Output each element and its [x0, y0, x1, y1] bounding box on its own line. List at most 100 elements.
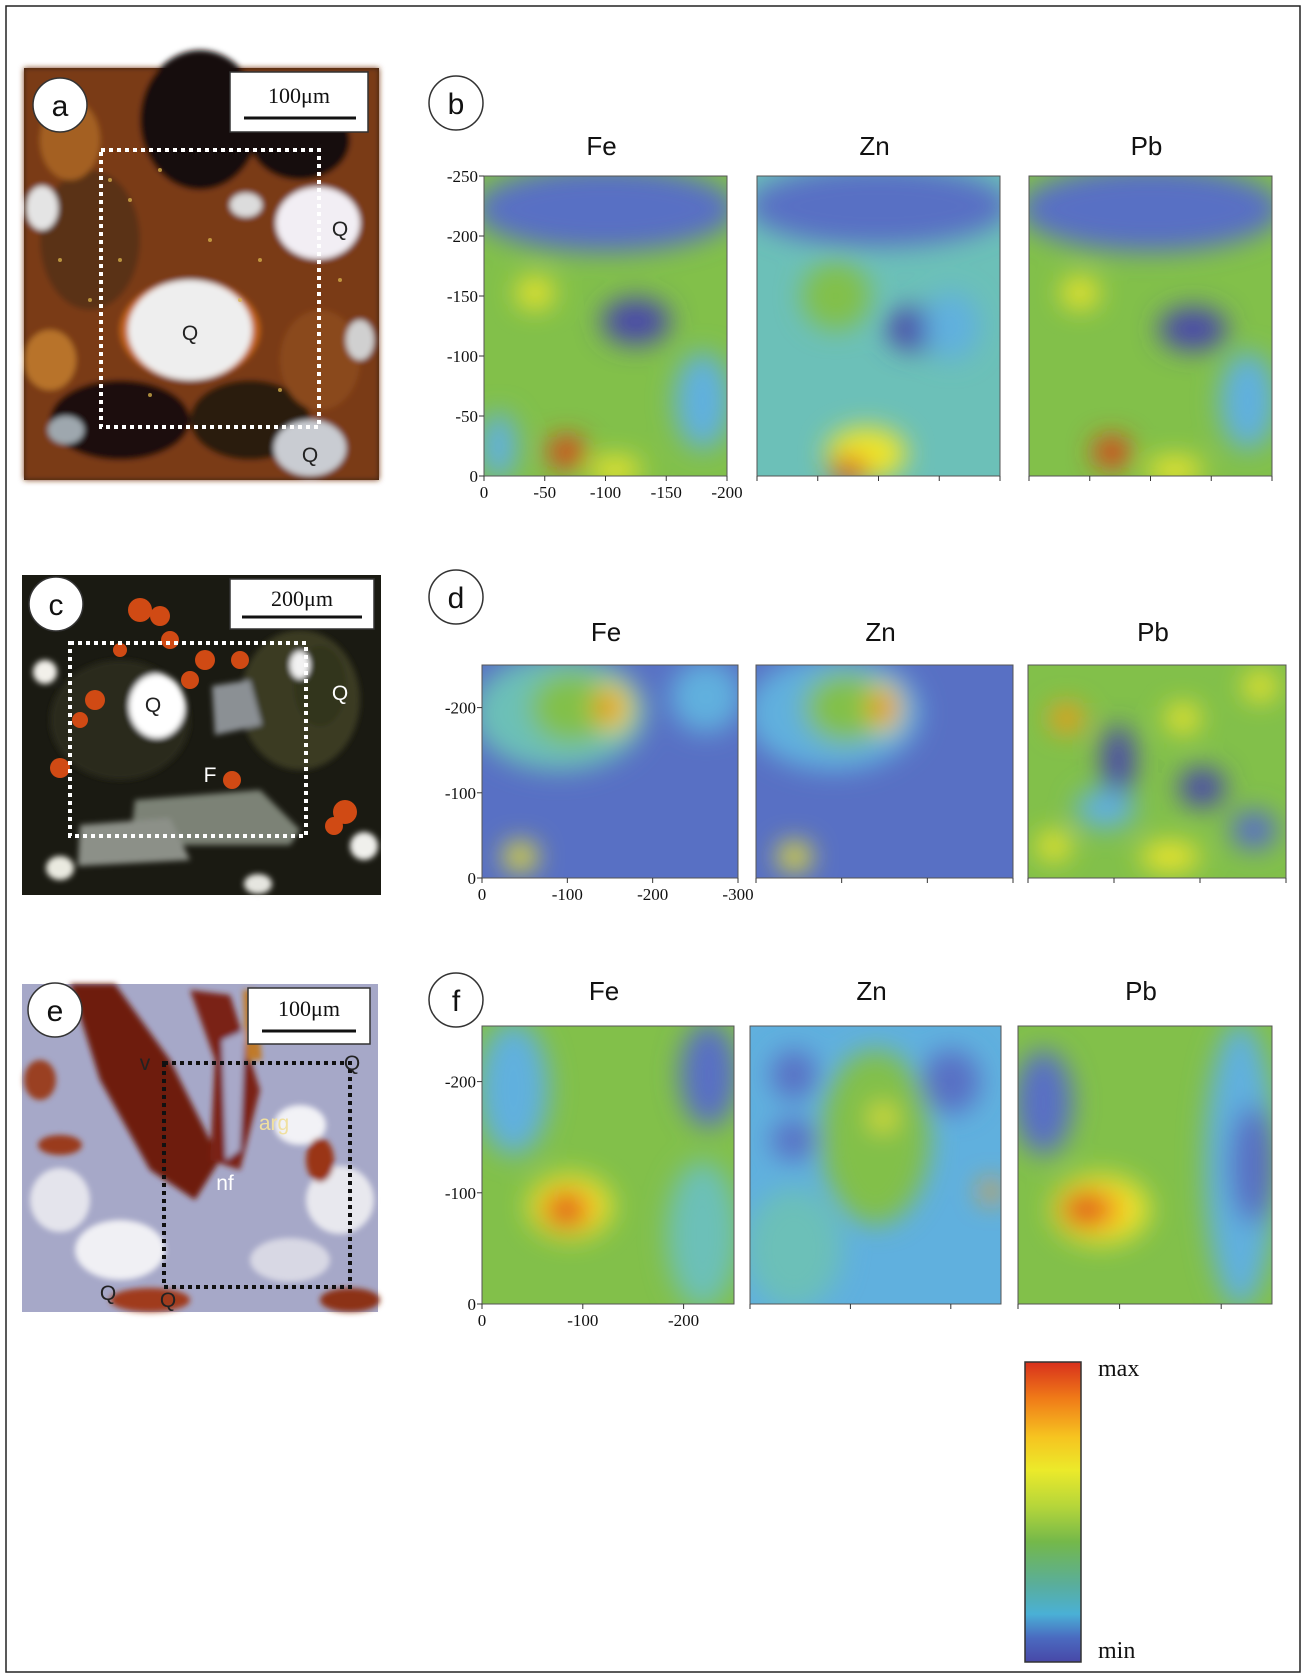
heatmap-blob	[1230, 810, 1278, 851]
heatmap-blob	[667, 1161, 734, 1304]
element-title-Pb: Pb	[1125, 976, 1157, 1006]
heatmap-d-Fe	[482, 665, 738, 878]
heatmap-blob	[1219, 352, 1272, 450]
scale-bar-box-a	[229, 71, 369, 133]
heatmap-f-Zn	[750, 1026, 1001, 1304]
heatmap-blob	[589, 457, 642, 476]
heatmap-blob	[1093, 436, 1131, 468]
heatmap-blob	[771, 1049, 817, 1100]
x-tick-label: -200	[711, 483, 742, 502]
heatmap-blob	[598, 692, 620, 723]
micrograph-e: 100μm e v Q arg nf Q Q	[22, 982, 380, 1312]
heatmap-blob	[821, 1049, 930, 1225]
x-tick-label: -200	[637, 885, 668, 904]
colorbar-max-label: max	[1098, 1356, 1139, 1382]
x-tick-label: -200	[668, 1311, 699, 1330]
scale-bar-label-e: 100μm	[278, 996, 340, 1021]
heatmap-blob	[923, 292, 980, 360]
x-tick-label: 0	[478, 885, 487, 904]
element-title-Pb: Pb	[1137, 617, 1169, 647]
heatmap-blob	[1140, 842, 1200, 872]
scale-bar-box-c	[229, 578, 375, 630]
heatmap-blob	[670, 665, 738, 733]
heatmap-blob	[1029, 176, 1272, 252]
heatmap-blob	[1101, 724, 1136, 797]
mineral-label: F	[204, 764, 217, 787]
micrograph-a: 100μm a Q Q Q	[24, 50, 379, 480]
colorbar: max min	[1024, 1356, 1139, 1664]
y-tick-label: 0	[468, 1295, 477, 1314]
y-tick-label: -100	[445, 784, 476, 803]
y-tick-label: -100	[447, 347, 478, 366]
mineral-label: Q	[332, 218, 348, 241]
panel-badge-c	[28, 576, 84, 632]
heatmap-blob	[1036, 831, 1071, 861]
y-tick-label: -150	[447, 287, 478, 306]
heatmap-blob	[801, 262, 871, 330]
heatmap-panel-b: b Fe 0 -50 -100 -150 -200 0 -50 -100 -150 -200 -250 Z…	[428, 75, 1273, 502]
panel-badge-a	[32, 77, 88, 133]
x-tick-label: -300	[722, 885, 753, 904]
heatmap-frame	[1017, 1025, 1273, 1305]
heatmap-blob	[979, 1180, 1001, 1203]
heatmap-blob	[1018, 1049, 1073, 1156]
heatmap-blob	[872, 692, 894, 723]
x-tick-label: -100	[590, 483, 621, 502]
x-tick-label: -100	[567, 1311, 598, 1330]
panel-letter-d: d	[448, 582, 465, 615]
y-tick-label: 0	[468, 869, 477, 888]
micrograph-c: 200μm c Q Q F	[22, 575, 381, 895]
mineral-label: Q	[145, 694, 161, 717]
heatmap-blob	[757, 176, 1000, 246]
heatmap-blob	[679, 1026, 734, 1128]
y-tick-label: -50	[455, 407, 478, 426]
x-tick-label: -50	[533, 483, 556, 502]
heatmap-b-Fe	[484, 176, 727, 476]
heatmap-f-Fe	[482, 1026, 734, 1304]
heatmap-blob	[830, 457, 868, 476]
heatmap-blob	[1243, 671, 1278, 701]
heatmap-b-Zn	[757, 176, 1000, 476]
panel-badge-f	[428, 972, 484, 1028]
y-tick-label: -200	[447, 227, 478, 246]
mineral-label: Q	[302, 444, 318, 467]
heatmap-f-Pb	[1018, 1026, 1272, 1304]
mineral-label: nf	[216, 1172, 234, 1195]
y-tick-label: -250	[447, 167, 478, 186]
heatmap-blob	[482, 1026, 549, 1156]
element-title-Zn: Zn	[865, 617, 895, 647]
heatmap-blob	[1165, 703, 1200, 733]
heatmap-blob	[548, 1194, 582, 1225]
heatmap-frame	[755, 664, 1014, 879]
panel-letter-f: f	[452, 985, 461, 1018]
heatmap-blob	[601, 298, 671, 345]
heatmap-blob	[1229, 1105, 1272, 1225]
element-title-Fe: Fe	[591, 617, 621, 647]
mineral-label: Q	[100, 1282, 116, 1305]
scale-bar-box-e	[247, 987, 371, 1045]
colorbar-min-label: min	[1098, 1638, 1135, 1664]
y-tick-label: -100	[445, 1184, 476, 1203]
heatmap-blob	[803, 671, 889, 744]
heatmap-blob	[1158, 307, 1228, 351]
panel-badge-b	[428, 75, 484, 131]
heatmap-blob	[1049, 703, 1084, 733]
heatmap-panel-f: f Fe 0 -100 -200 0 -100 -200 Zn Pb	[428, 972, 1273, 1330]
heatmap-frame	[481, 1025, 735, 1305]
y-tick-label: -200	[445, 699, 476, 718]
mineral-label: Q	[160, 1289, 176, 1312]
heatmap-blob	[1064, 1194, 1104, 1225]
mineral-label: Q	[182, 322, 198, 345]
scale-bar-label-a: 100μm	[268, 83, 330, 108]
panel-badge-d	[428, 569, 484, 625]
mineral-label: arg	[259, 1112, 289, 1135]
element-title-Pb: Pb	[1131, 131, 1163, 161]
heatmap-blob	[1075, 788, 1136, 829]
y-tick-label: 0	[470, 467, 479, 486]
heatmap-panel-d: d Fe 0 -100 -200 -300 0 -100 -200 Zn Pb	[428, 569, 1287, 904]
x-tick-label: -100	[552, 885, 583, 904]
scale-bar-label-c: 200μm	[271, 586, 333, 611]
heatmap-blob	[503, 842, 538, 872]
heatmap-b-Pb	[1029, 176, 1272, 476]
